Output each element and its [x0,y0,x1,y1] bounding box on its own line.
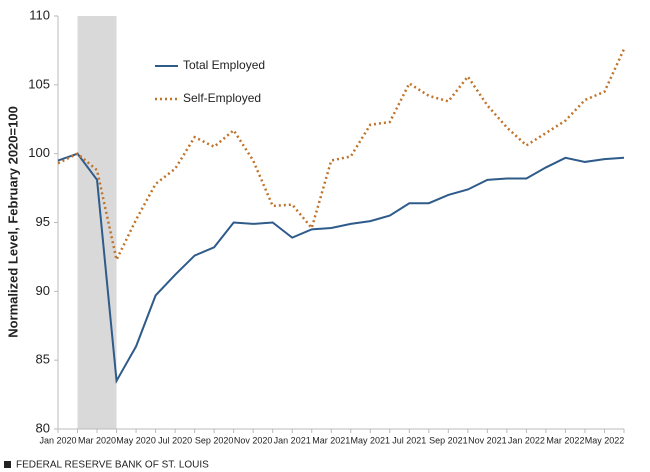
x-tick-label: May 2020 [116,435,156,445]
x-tick-label: Sep 2020 [195,435,234,445]
y-tick-label: 105 [28,76,50,91]
x-tick-label: Jul 2021 [392,435,426,445]
y-tick-label: 110 [29,7,50,22]
x-tick-label: Jan 2021 [274,435,311,445]
x-tick-label: Jan 2022 [508,435,545,445]
source-icon [4,461,11,468]
series-line [57,48,626,264]
x-tick-label: Mar 2020 [78,435,116,445]
legend-label: Total Employed [183,58,265,72]
recession-shade [77,16,117,429]
x-tick-label: Nov 2020 [234,435,273,445]
x-tick-label: Mar 2022 [546,435,584,445]
x-tick-label: Jan 2020 [39,435,76,445]
y-tick-label: 90 [36,283,50,298]
x-tick-label: Nov 2021 [468,435,507,445]
x-tick-label: May 2022 [585,435,625,445]
legend-label: Self-Employed [183,91,261,105]
source: FEDERAL RESERVE BANK OF ST. LOUIS [16,460,209,471]
x-tick-label: Jul 2020 [158,435,192,445]
y-tick-label: 85 [36,352,50,367]
y-tick-label: 80 [36,420,50,435]
y-tick-label: 95 [36,214,50,229]
x-tick-label: Mar 2021 [312,435,350,445]
x-tick-label: May 2021 [351,435,391,445]
y-axis-label: Normalized Level, February 2020=100 [5,106,20,338]
x-tick-label: Sep 2021 [429,435,468,445]
series-line [57,152,625,385]
y-tick-label: 100 [28,145,50,160]
